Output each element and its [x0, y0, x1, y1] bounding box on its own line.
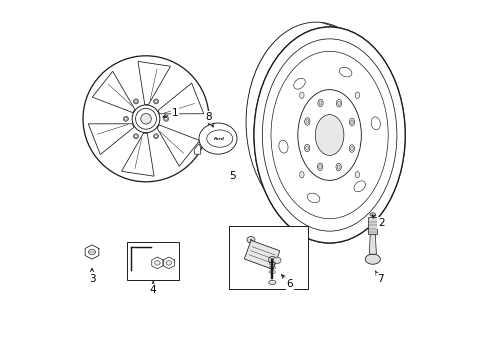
Polygon shape: [88, 124, 134, 154]
Ellipse shape: [247, 237, 255, 243]
Polygon shape: [369, 234, 376, 254]
Ellipse shape: [306, 146, 309, 150]
Ellipse shape: [350, 147, 353, 150]
Ellipse shape: [319, 101, 322, 105]
Ellipse shape: [349, 145, 354, 152]
Ellipse shape: [318, 163, 323, 171]
Ellipse shape: [340, 67, 352, 77]
Circle shape: [133, 134, 139, 139]
FancyBboxPatch shape: [127, 242, 179, 280]
Polygon shape: [85, 245, 99, 259]
Ellipse shape: [337, 165, 340, 169]
Ellipse shape: [247, 24, 379, 213]
Circle shape: [164, 116, 169, 121]
Circle shape: [155, 135, 157, 138]
Ellipse shape: [254, 27, 405, 243]
Circle shape: [133, 99, 139, 104]
Polygon shape: [368, 217, 377, 234]
Ellipse shape: [294, 78, 305, 89]
Circle shape: [136, 108, 156, 129]
Polygon shape: [163, 257, 174, 269]
Ellipse shape: [350, 120, 353, 124]
Polygon shape: [195, 144, 201, 154]
Ellipse shape: [269, 280, 276, 284]
Ellipse shape: [365, 254, 380, 264]
Text: 8: 8: [205, 112, 213, 127]
Ellipse shape: [269, 256, 276, 263]
Ellipse shape: [298, 90, 361, 180]
Ellipse shape: [370, 213, 376, 216]
Text: 3: 3: [89, 269, 96, 284]
Polygon shape: [245, 240, 280, 269]
Ellipse shape: [307, 193, 320, 203]
Ellipse shape: [166, 261, 172, 265]
Ellipse shape: [88, 249, 96, 255]
Ellipse shape: [371, 117, 380, 130]
Ellipse shape: [338, 101, 341, 105]
Circle shape: [155, 100, 157, 103]
Ellipse shape: [304, 144, 310, 152]
Ellipse shape: [318, 165, 321, 169]
Circle shape: [153, 134, 159, 139]
Text: 7: 7: [375, 271, 383, 284]
Polygon shape: [122, 133, 154, 176]
Circle shape: [135, 135, 137, 138]
Ellipse shape: [254, 27, 405, 243]
Ellipse shape: [273, 257, 281, 264]
Circle shape: [124, 117, 127, 120]
Polygon shape: [158, 83, 204, 114]
Ellipse shape: [262, 39, 397, 231]
Ellipse shape: [299, 92, 304, 99]
Text: 1: 1: [163, 108, 178, 118]
Polygon shape: [138, 62, 171, 104]
Text: 2: 2: [372, 215, 384, 228]
Circle shape: [132, 105, 160, 132]
Ellipse shape: [337, 99, 342, 107]
Ellipse shape: [246, 22, 386, 222]
Text: 5: 5: [229, 171, 236, 181]
Circle shape: [153, 99, 159, 104]
Ellipse shape: [305, 118, 310, 125]
Polygon shape: [92, 71, 135, 113]
Ellipse shape: [279, 140, 288, 153]
Circle shape: [141, 113, 151, 124]
Text: Ford: Ford: [214, 136, 225, 141]
Circle shape: [83, 56, 209, 182]
Ellipse shape: [349, 118, 355, 126]
Polygon shape: [152, 257, 163, 269]
Ellipse shape: [271, 51, 388, 219]
FancyBboxPatch shape: [229, 226, 308, 289]
Ellipse shape: [315, 114, 344, 156]
Ellipse shape: [355, 171, 360, 178]
Ellipse shape: [306, 120, 309, 123]
Text: 4: 4: [150, 281, 156, 295]
Ellipse shape: [207, 130, 233, 147]
Circle shape: [123, 116, 128, 121]
Ellipse shape: [155, 261, 160, 265]
Ellipse shape: [318, 99, 323, 107]
Ellipse shape: [336, 163, 342, 171]
Circle shape: [165, 117, 168, 120]
Ellipse shape: [199, 123, 237, 154]
Polygon shape: [157, 125, 200, 166]
Circle shape: [135, 100, 137, 103]
Ellipse shape: [299, 171, 304, 178]
Ellipse shape: [355, 92, 360, 99]
Ellipse shape: [354, 181, 366, 192]
Text: 6: 6: [282, 275, 294, 289]
